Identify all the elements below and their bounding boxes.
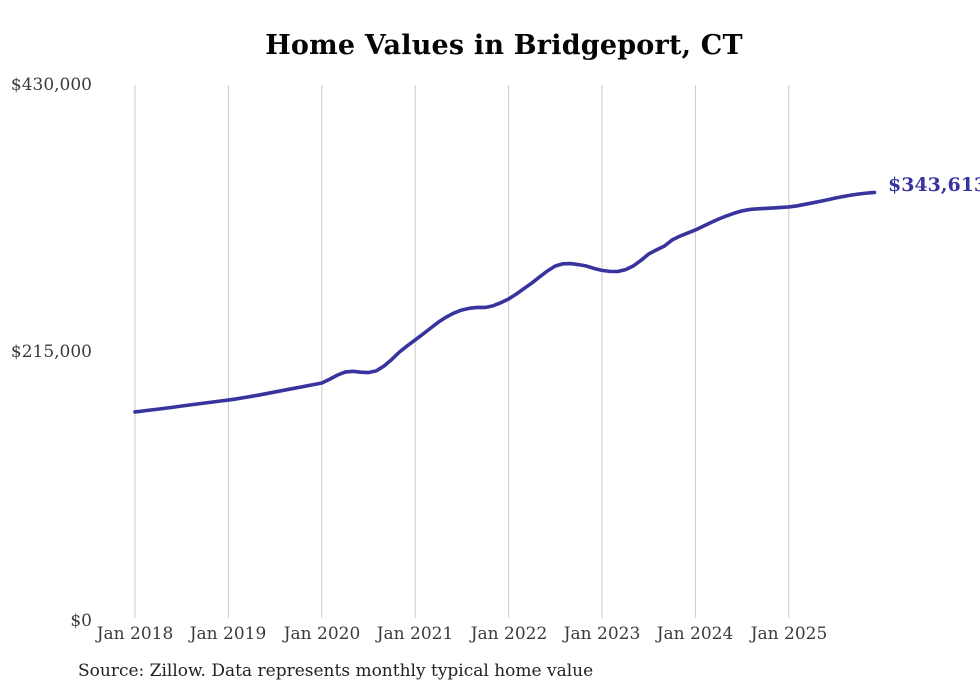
x-axis-tick-jan-2018: Jan 2018: [96, 624, 174, 644]
y-axis-tick-430000: $430,000: [10, 75, 92, 95]
source-note: Source: Zillow. Data represents monthly …: [78, 661, 594, 681]
x-axis-tick-jan-2025: Jan 2025: [750, 624, 828, 644]
x-axis-tick-jan-2023: Jan 2023: [563, 624, 641, 644]
home-value-line: [133, 190, 877, 414]
x-axis-tick-jan-2024: Jan 2024: [656, 624, 734, 644]
y-axis-tick-215000: $215,000: [10, 342, 92, 362]
x-axis-tick-jan-2022: Jan 2022: [470, 624, 548, 644]
latest-value-label: $343,613: [888, 174, 980, 196]
y-axis-tick-0: $0: [70, 611, 92, 631]
x-axis-tick-jan-2020: Jan 2020: [283, 624, 361, 644]
x-axis-tick-jan-2019: Jan 2019: [189, 624, 267, 644]
chart-title: Home Values in Bridgeport, CT: [265, 30, 743, 61]
year-gridlines: [134, 85, 790, 618]
x-axis-tick-jan-2021: Jan 2021: [376, 624, 454, 644]
